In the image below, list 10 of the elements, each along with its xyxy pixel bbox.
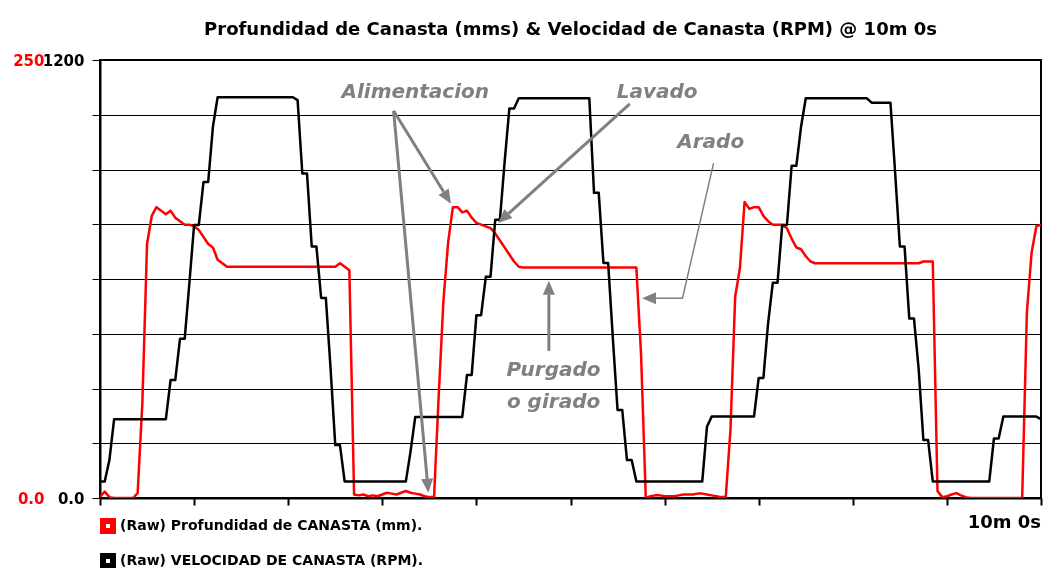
annotation: Purgado o girado [506, 357, 601, 414]
text: 10m 0s [967, 510, 1041, 532]
legend-label: (Raw) VELOCIDAD DE CANASTA (RPM). [120, 552, 424, 568]
y2-tick-label: 250 [13, 51, 45, 70]
annotation: Lavado [616, 78, 698, 103]
annotation: Arado [675, 129, 745, 154]
y2-tick-label: 0.0 [17, 489, 45, 508]
legend-label: (Raw) Profundidad de CANASTA (mm). [120, 517, 423, 533]
annotation: Alimentacion [339, 78, 490, 103]
chart-title: Profundidad de Canasta (mms) & Velocidad de Canasta (RPM) @ 10m 0s [204, 18, 937, 39]
